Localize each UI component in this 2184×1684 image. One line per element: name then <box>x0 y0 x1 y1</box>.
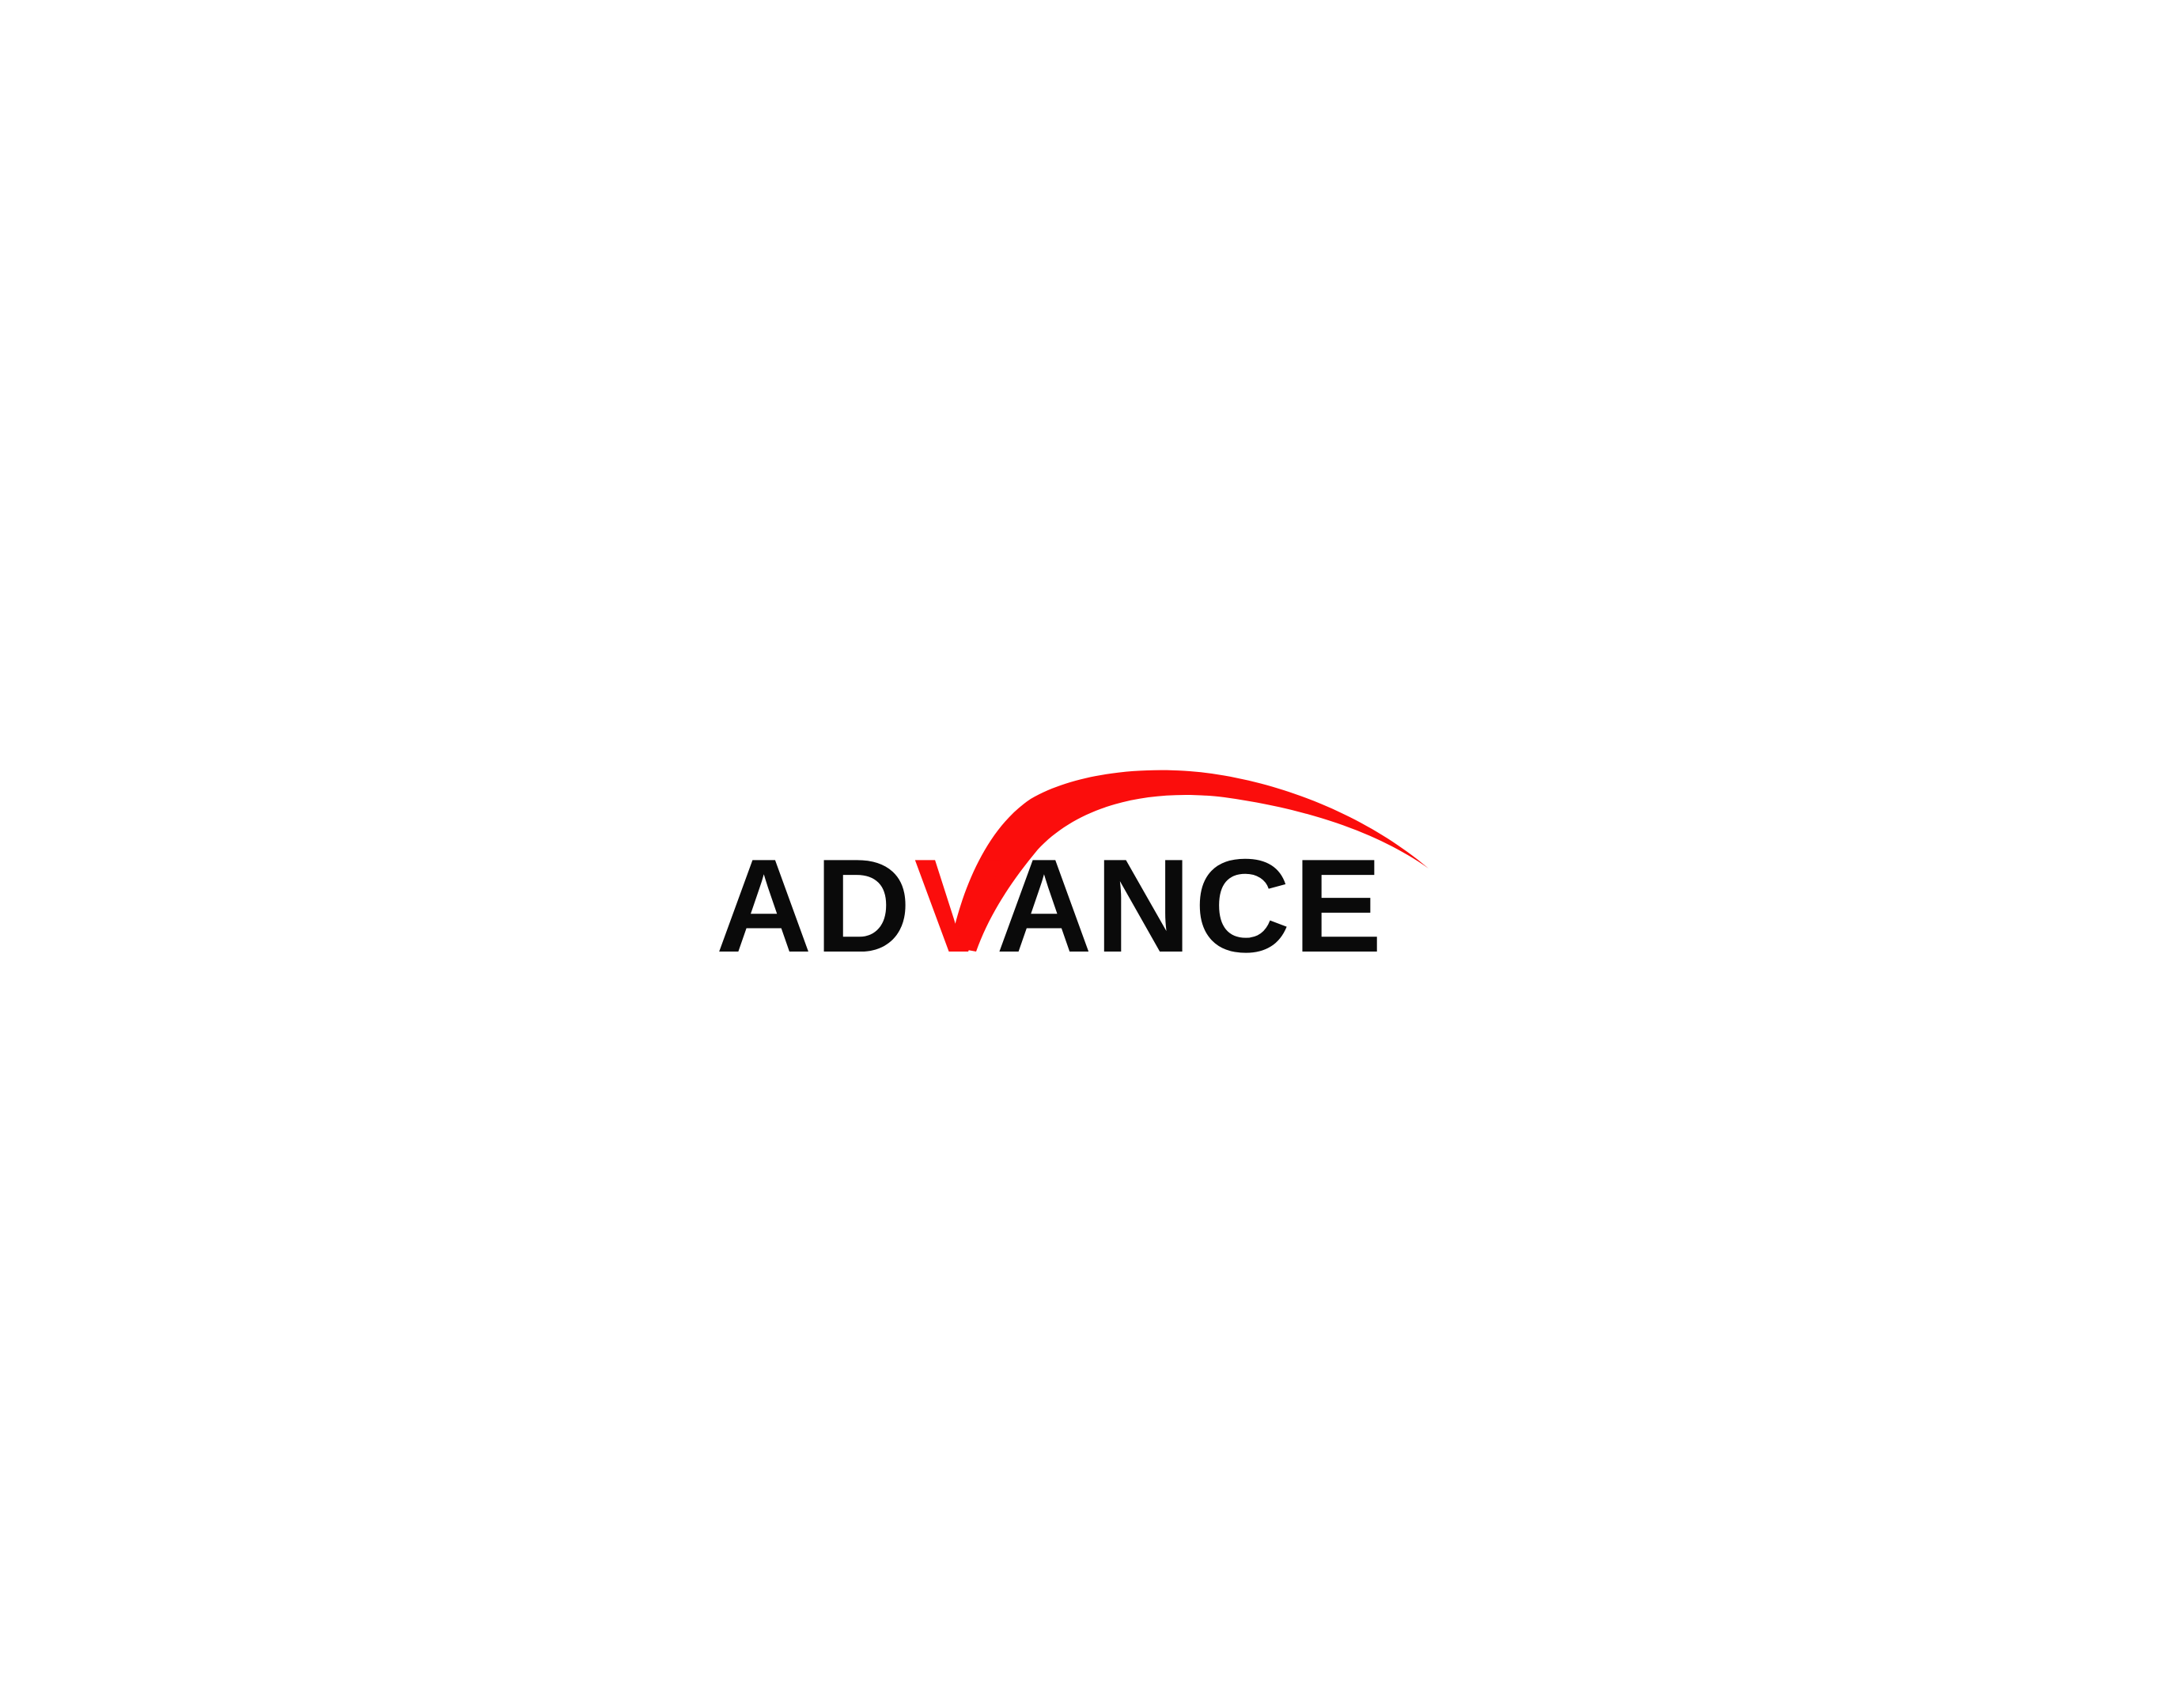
swoosh-icon <box>950 770 1429 952</box>
advance-logo: ADVANCE <box>680 751 1463 1012</box>
wordmark: ADVANCE <box>716 831 1385 980</box>
wordmark-accent-letter: V <box>914 831 1002 980</box>
wordmark-part1: AD <box>716 831 914 980</box>
wordmark-part2: ANCE <box>996 831 1385 980</box>
logo-canvas: ADVANCE <box>716 770 1429 980</box>
